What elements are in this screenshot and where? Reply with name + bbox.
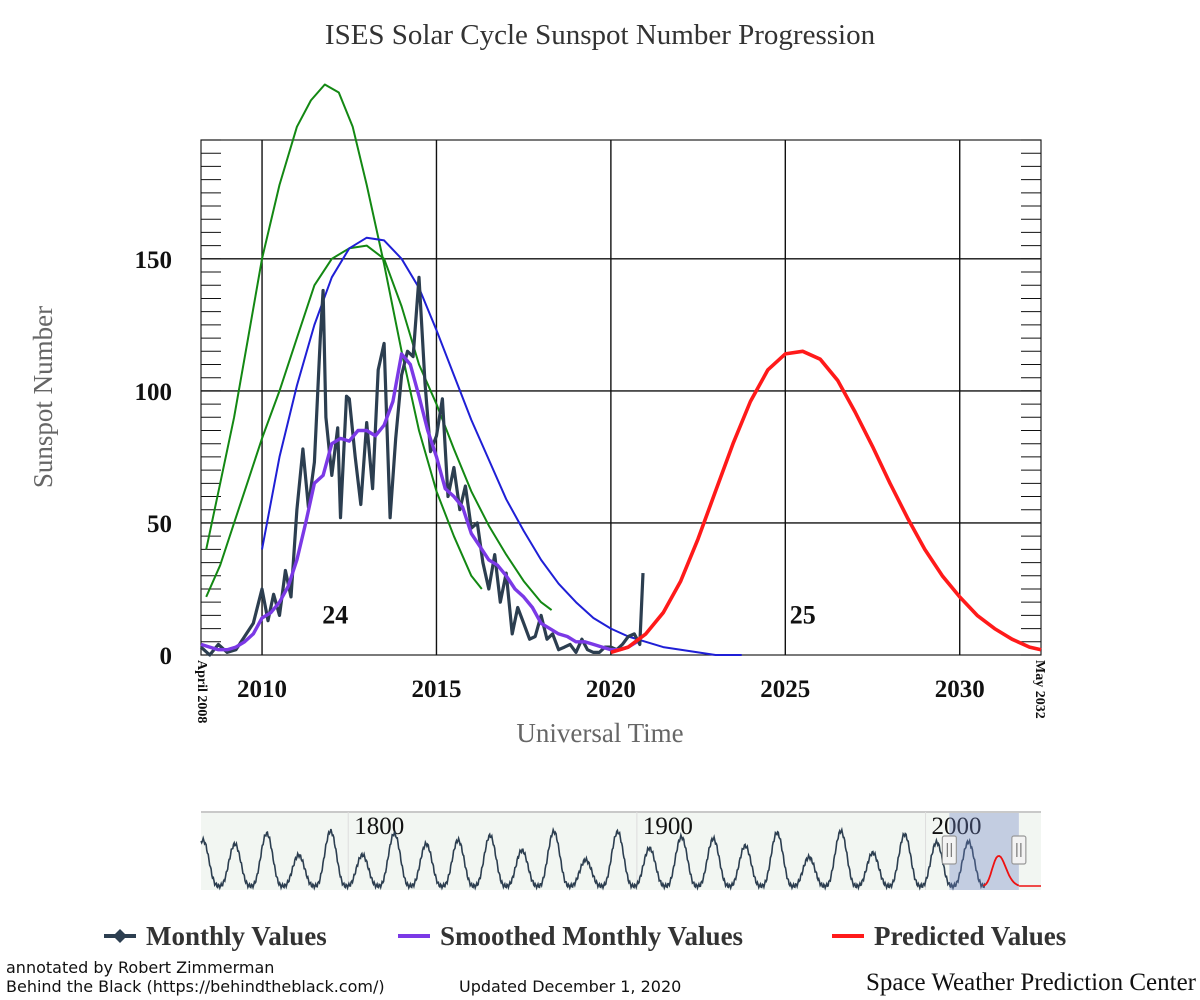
handle-body[interactable] xyxy=(1011,835,1027,865)
navigator-selection[interactable] xyxy=(949,813,1019,890)
agency-credit: Space Weather Prediction Center xyxy=(866,969,1197,996)
range-start-label: April 2008 xyxy=(194,660,209,723)
navigator-year-label: 1800 xyxy=(354,813,404,840)
annotation-site: Behind the Black (https://behindtheblack… xyxy=(6,977,385,996)
x-tick-label: 2020 xyxy=(586,676,636,703)
legend: Monthly Values Smoothed Monthly Values Pre… xyxy=(104,921,1066,951)
y-tick-label: 50 xyxy=(147,511,172,538)
y-tick-label: 0 xyxy=(160,643,173,670)
axis-labels: 2010 2015 2020 2025 2030 0 50 100 150 xyxy=(135,247,985,703)
legend-item[interactable]: Monthly Values xyxy=(104,921,327,951)
legend-marker xyxy=(113,929,127,943)
x-tick-label: 2010 xyxy=(237,676,287,703)
legend-label: Smoothed Monthly Values xyxy=(440,921,743,951)
series-layer: 24 25 xyxy=(199,83,1042,657)
legend-item[interactable]: Smoothed Monthly Values xyxy=(398,921,743,951)
navigator-year-label: 1900 xyxy=(643,813,693,840)
legend-label: Predicted Values xyxy=(874,921,1066,951)
series-line-2 xyxy=(610,349,1042,655)
updated-date: Updated December 1, 2020 xyxy=(459,977,681,996)
cycle-label: 25 xyxy=(790,600,816,629)
plot-frame xyxy=(200,139,1042,656)
range-end-label: May 2032 xyxy=(1032,660,1047,719)
navigator-year-label: 2000 xyxy=(932,813,982,840)
y-axis-title: Sunspot Number xyxy=(28,306,58,488)
navigator[interactable]: 1800 1900 2000 xyxy=(200,811,1041,891)
navigator-history-line xyxy=(200,826,987,891)
x-axis-title: Universal Time xyxy=(516,718,683,748)
grid-lines xyxy=(201,140,1041,655)
series-line-5 xyxy=(205,83,483,590)
navigator-handle-right[interactable] xyxy=(1011,835,1027,865)
y-tick-label: 100 xyxy=(135,379,173,406)
chart-title: ISES Solar Cycle Sunspot Number Progress… xyxy=(325,19,876,51)
series-line-4 xyxy=(205,244,553,611)
y-tick-label: 150 xyxy=(135,247,173,274)
legend-label: Monthly Values xyxy=(146,921,327,951)
handle-body[interactable] xyxy=(941,835,957,865)
series-line-0 xyxy=(199,275,645,657)
x-tick-label: 2015 xyxy=(411,676,461,703)
navigator-handle-left[interactable] xyxy=(941,835,957,865)
navigator-predicted-line xyxy=(982,855,1020,887)
annotation-author: annotated by Robert Zimmerman xyxy=(6,958,274,977)
legend-item[interactable]: Predicted Values xyxy=(832,921,1066,951)
minor-ticks xyxy=(201,139,1041,656)
x-tick-label: 2030 xyxy=(935,676,985,703)
x-tick-label: 2025 xyxy=(760,676,810,703)
cycle-label: 24 xyxy=(322,600,348,629)
series-line-3 xyxy=(261,236,742,656)
series-line-1 xyxy=(200,352,638,652)
